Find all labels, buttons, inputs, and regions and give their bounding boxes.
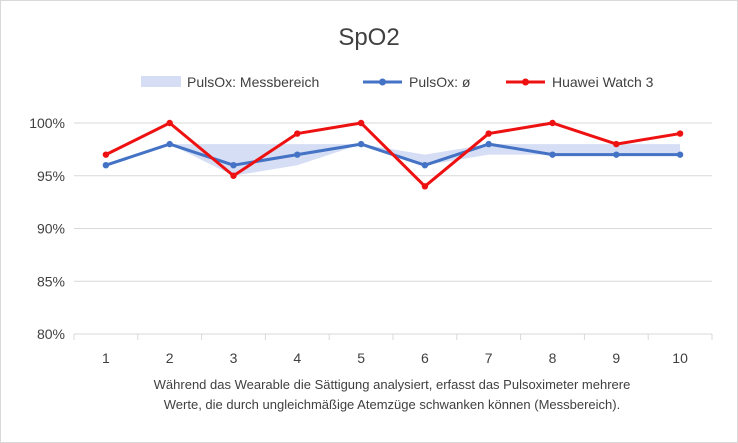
x-tick-label: 9 — [612, 350, 620, 366]
data-point — [166, 119, 173, 127]
data-point — [102, 162, 110, 169]
caption-line-1: Während das Wearable die Sättigung analy… — [154, 377, 631, 392]
x-tick-label: 10 — [672, 350, 688, 366]
data-point — [294, 151, 301, 158]
data-point — [485, 130, 492, 137]
data-point — [676, 151, 684, 158]
series-layer — [102, 119, 684, 190]
data-point — [230, 172, 237, 179]
data-point — [166, 140, 173, 148]
data-point — [549, 119, 556, 127]
series-huawei-watch-3 — [102, 119, 684, 190]
chart-title: SpO2 — [338, 24, 399, 51]
caption-line-2: Werte, die durch ungleichmäßige Atemzüge… — [164, 397, 620, 412]
range-band-area — [105, 144, 681, 176]
legend-swatch-pulsox-marker — [379, 78, 386, 86]
legend-label-watch: Huawei Watch 3 — [552, 74, 654, 90]
legend-label-range: PulsOx: Messbereich — [187, 74, 319, 90]
y-tick-label: 80% — [37, 326, 65, 342]
y-tick-label: 95% — [37, 168, 65, 184]
x-tick-label: 7 — [485, 350, 493, 366]
legend-label-pulsox: PulsOx: ø — [409, 74, 471, 90]
data-point — [549, 151, 556, 158]
x-tick-label: 4 — [293, 350, 301, 366]
range-band — [105, 144, 681, 176]
legend: PulsOx: Messbereich PulsOx: ø Huawei Wat… — [141, 74, 654, 90]
y-tick-label: 85% — [37, 273, 65, 289]
legend-swatch-range — [141, 76, 181, 87]
series-line — [105, 121, 681, 188]
data-point — [676, 130, 684, 137]
data-point — [485, 140, 492, 148]
data-point — [294, 130, 301, 137]
legend-swatch-watch-marker — [522, 78, 529, 86]
x-tick-label: 2 — [166, 350, 174, 366]
data-point — [421, 183, 429, 190]
y-tick-label: 100% — [29, 115, 65, 131]
chart-caption: Während das Wearable die Sättigung analy… — [154, 377, 631, 412]
x-axis: 1 2 3 4 5 6 7 8 9 10 — [73, 334, 713, 366]
data-point — [357, 119, 365, 127]
data-point — [102, 151, 110, 158]
x-tick-label: 5 — [357, 350, 365, 366]
data-point — [613, 151, 620, 158]
y-axis: 80% 85% 90% 95% 100% — [29, 115, 65, 342]
x-tick-label: 8 — [549, 350, 557, 366]
x-tick-label: 6 — [421, 350, 429, 366]
data-point — [230, 162, 237, 169]
data-point — [421, 162, 429, 169]
data-point — [613, 140, 620, 148]
x-tick-label: 1 — [102, 350, 110, 366]
data-point — [357, 140, 365, 148]
x-tick-label: 3 — [230, 350, 238, 366]
y-tick-label: 90% — [37, 221, 65, 237]
